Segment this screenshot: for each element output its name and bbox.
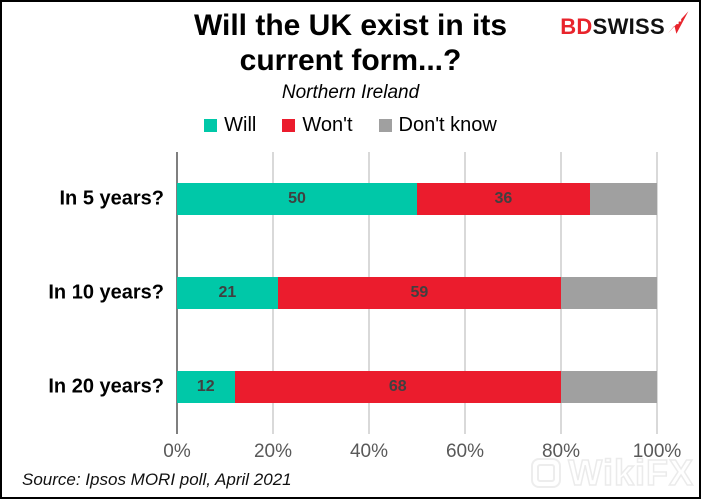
x-tick-label: 0% [163, 441, 191, 462]
plot-area: In 5 years? 50 36 In 10 years? 21 59 In 20 yea… [48, 152, 658, 434]
stacked-bar: 50 36 [177, 183, 657, 215]
bar-rows: In 5 years? 50 36 In 10 years? 21 59 In 20 yea… [48, 152, 657, 434]
stacked-bar: 21 59 [177, 277, 657, 309]
stacked-bar: 12 68 [177, 371, 657, 403]
bar-value-label: 12 [196, 378, 215, 395]
x-tick-label: 40% [349, 441, 389, 462]
category-label: In 5 years? [59, 187, 164, 210]
category-label: In 10 years? [48, 281, 164, 304]
legend: Will Won't Don't know [2, 114, 699, 137]
bar-segment-won-t: 68 [234, 371, 561, 403]
bar-row: In 20 years? 12 68 [48, 371, 657, 403]
x-tick-label: 80% [541, 441, 581, 462]
legend-item-won-t: Won't [282, 114, 353, 137]
bar-value-label: 36 [494, 190, 513, 207]
wikifx-icon [531, 458, 562, 488]
watermark: WikiFX [531, 451, 694, 494]
legend-label: Won't [302, 114, 353, 136]
bar-segment-don-t-know [560, 277, 657, 309]
source-note: Source: Ipsos MORI poll, April 2021 [22, 470, 292, 489]
legend-swatch-don-t-know [378, 119, 392, 132]
chart-title: Will the UK exist in its current form...… [193, 9, 508, 77]
x-tick-label: 100% [632, 441, 682, 462]
legend-label: Will [224, 114, 257, 136]
gridline [656, 152, 658, 434]
bar-value-label: 50 [288, 190, 306, 207]
bdswiss-logo: BD SWISS [560, 11, 690, 40]
bar-segment-won-t: 36 [417, 183, 590, 215]
bar-segment-don-t-know [589, 183, 657, 215]
chart: In 5 years? 50 36 In 10 years? 21 59 In 20 yea… [2, 152, 699, 434]
logo-swiss: SWISS [592, 14, 665, 39]
bar-value-label: 21 [218, 284, 237, 301]
bar-value-label: 59 [410, 284, 429, 301]
legend-label: Don't know [398, 114, 497, 136]
x-tick-label: 60% [445, 441, 485, 462]
bar-row: In 5 years? 50 36 [59, 183, 657, 215]
bar-segment-will: 21 [177, 277, 278, 309]
legend-swatch-won-t [282, 119, 296, 132]
logo-bd: BD [560, 14, 593, 39]
bar-value-label: 68 [388, 378, 407, 395]
bar-segment-will: 50 [177, 183, 417, 215]
x-tick-label: 20% [253, 441, 293, 462]
bar-row: In 10 years? 21 59 [48, 277, 657, 309]
category-label: In 20 years? [48, 375, 164, 398]
x-axis: 0% 20% 40% 60% 80% 100% [163, 434, 681, 462]
bar-segment-will: 12 [177, 371, 235, 403]
legend-swatch-will [204, 119, 218, 132]
watermark-text: WikiFX [568, 451, 694, 494]
bar-segment-won-t: 59 [277, 277, 561, 309]
bar-segment-don-t-know [560, 371, 657, 403]
legend-item-don-t-know: Don't know [378, 114, 497, 137]
swiss-arrow-icon [665, 11, 690, 39]
legend-item-will: Will [204, 114, 256, 137]
chart-subtitle: Northern Ireland [281, 82, 420, 103]
